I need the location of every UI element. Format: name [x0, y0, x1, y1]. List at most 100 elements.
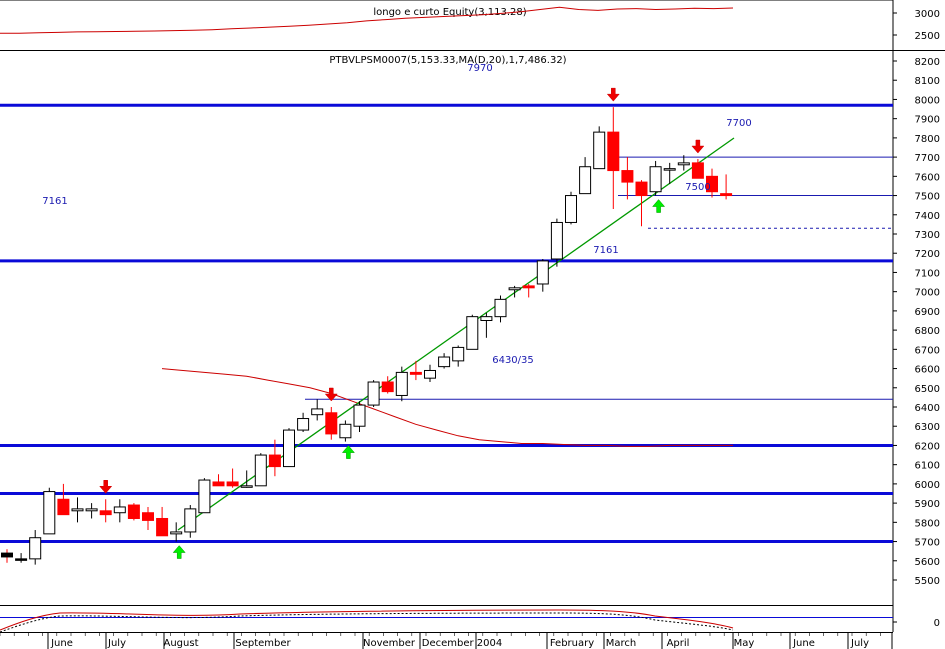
- candle-body: [381, 381, 394, 393]
- candle: [720, 174, 733, 200]
- candle: [113, 499, 126, 523]
- candle: [254, 453, 267, 487]
- candle: [409, 360, 422, 381]
- support-resistance-levels: [0, 103, 893, 544]
- x-tick-label: June: [792, 638, 815, 649]
- candle-body: [198, 479, 211, 514]
- candle-body: [508, 287, 521, 291]
- up-arrow-icon: [652, 199, 666, 213]
- signal-arrows: [99, 87, 705, 559]
- y-tick-label: 7700: [915, 153, 940, 164]
- candle-body: [480, 316, 493, 321]
- equity-line: [0, 6, 734, 34]
- candle-body: [466, 316, 479, 350]
- candle: [240, 470, 253, 488]
- candle-body: [85, 508, 98, 512]
- candle-body: [367, 381, 380, 406]
- candle: [353, 401, 366, 432]
- candle-body: [424, 369, 436, 379]
- candle-body: [268, 454, 281, 468]
- candle-body: [522, 285, 535, 289]
- down-arrow-icon: [691, 139, 705, 154]
- candle-body: [325, 412, 338, 435]
- candle: [663, 162, 676, 185]
- candle: [283, 428, 295, 468]
- candle: [691, 159, 704, 179]
- candle-body: [311, 408, 324, 416]
- equity-title: longo e curto Equity(3,113.28): [373, 7, 526, 18]
- candle-body: [395, 371, 408, 396]
- candle-body: [339, 423, 352, 439]
- y-tick-label: 5700: [915, 538, 940, 549]
- candle-body: [621, 170, 634, 183]
- y-tick-label: 6000: [915, 480, 940, 491]
- candle: [212, 474, 225, 487]
- candle-body: [226, 481, 239, 487]
- candle: [57, 483, 70, 516]
- y-tick-label: 6100: [915, 461, 940, 472]
- candle-body: [1, 552, 13, 558]
- candle-body: [43, 491, 56, 535]
- x-tick-label: September: [235, 638, 291, 649]
- annotation-7161-trend: 7161: [593, 245, 618, 256]
- y-tick-label: 8000: [915, 95, 940, 106]
- y-tick-label: 6800: [915, 326, 940, 337]
- top-level-label: 7970: [467, 63, 492, 74]
- candle-body: [254, 454, 267, 487]
- annotation-7700: 7700: [726, 118, 751, 129]
- up-arrow-icon: [172, 545, 186, 559]
- candle-body: [71, 508, 84, 512]
- candle: [29, 530, 42, 565]
- y-tick-label: 6300: [915, 422, 940, 433]
- candle: [198, 478, 211, 514]
- candle: [99, 499, 112, 523]
- candle-body: [15, 558, 28, 561]
- annotation-6430: 6430/35: [492, 355, 534, 366]
- x-tick-label: June: [50, 638, 73, 649]
- equity-tick-label: 2500: [915, 31, 940, 42]
- candle-body: [156, 517, 169, 537]
- candle: [381, 376, 394, 394]
- y-tick-label: 5900: [915, 499, 940, 510]
- y-tick-label: 7300: [915, 230, 940, 241]
- candle-body: [691, 162, 704, 179]
- up-arrow-icon: [341, 445, 355, 459]
- y-tick-label: 7800: [915, 134, 940, 145]
- candle-body: [593, 131, 606, 170]
- equity-tick-label: 3000: [915, 9, 940, 20]
- candle: [15, 553, 28, 563]
- price-y-axis: 8200 8100 8000 7900 7800 7700 7600 7500 7400 7300…: [893, 57, 940, 587]
- candle-body: [353, 404, 366, 427]
- candlesticks: [1, 107, 733, 565]
- candle-body: [607, 131, 620, 172]
- candle-body: [170, 531, 183, 535]
- candle: [508, 285, 521, 298]
- candle: [1, 549, 13, 563]
- candle: [635, 180, 648, 227]
- y-tick-label: 7900: [915, 115, 940, 126]
- candle: [438, 353, 451, 369]
- candle: [156, 506, 169, 537]
- candle-body: [579, 166, 592, 195]
- candle-body: [297, 418, 310, 431]
- candle: [550, 218, 563, 267]
- x-tick-label: March: [606, 638, 636, 649]
- x-tick-label: July: [850, 638, 869, 649]
- candle: [593, 126, 606, 170]
- candle-body: [212, 481, 225, 487]
- annotation-7500: 7500: [685, 182, 710, 193]
- y-tick-label: 5800: [915, 518, 940, 529]
- candle: [226, 468, 239, 488]
- y-tick-label: 6500: [915, 384, 940, 395]
- y-tick-label: 7100: [915, 268, 940, 279]
- candle-body: [438, 356, 451, 368]
- candle-body: [57, 498, 70, 516]
- y-tick-label: 6700: [915, 345, 940, 356]
- candle: [522, 283, 535, 298]
- candle: [43, 487, 56, 535]
- equity-y-axis: 3000 2500: [893, 9, 940, 42]
- candle: [536, 258, 549, 292]
- x-tick-label: July: [107, 638, 126, 649]
- date-x-axis: June July August September November December …: [0, 632, 893, 649]
